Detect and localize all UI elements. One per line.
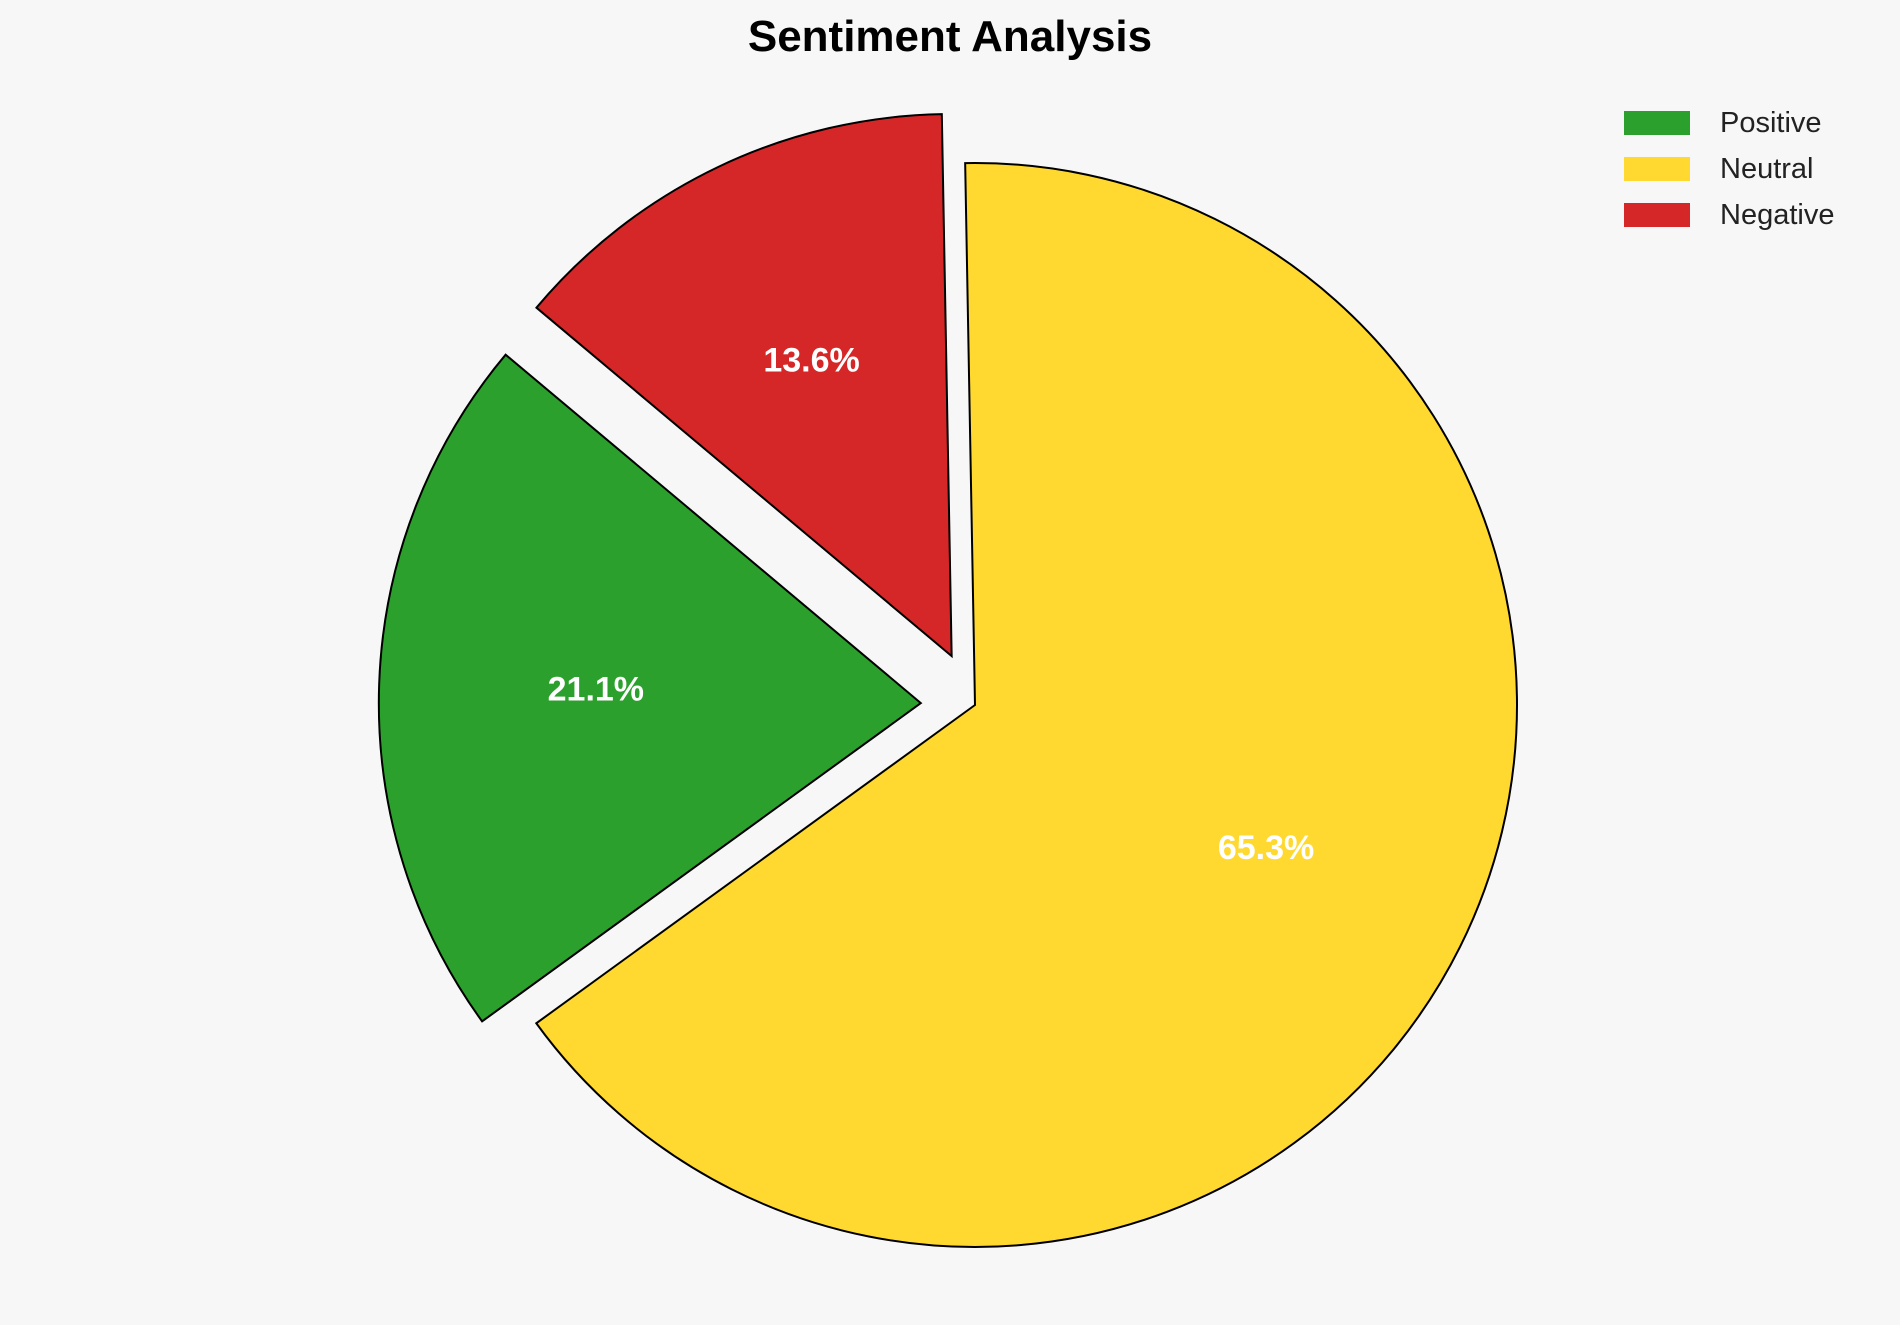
slice-label-negative: 13.6%	[763, 342, 859, 380]
legend-swatch	[1624, 111, 1690, 135]
legend-label: Negative	[1720, 198, 1835, 231]
legend: Positive Neutral Negative	[1624, 100, 1834, 238]
pie-slice-negative	[535, 113, 953, 659]
pie-slice-positive	[377, 353, 923, 1023]
chart-title: Sentiment Analysis	[747, 12, 1153, 61]
slice-label-positive: 21.1%	[548, 671, 644, 709]
slice-label-neutral: 65.3%	[1218, 829, 1314, 867]
legend-label: Neutral	[1720, 152, 1814, 185]
legend-swatch	[1624, 203, 1690, 227]
legend-label: Positive	[1720, 106, 1822, 139]
pie-slice-neutral	[534, 162, 1518, 1248]
legend-item-neutral: Neutral	[1624, 146, 1834, 192]
legend-item-positive: Positive	[1624, 100, 1834, 146]
legend-item-negative: Negative	[1624, 192, 1834, 238]
legend-swatch	[1624, 157, 1690, 181]
